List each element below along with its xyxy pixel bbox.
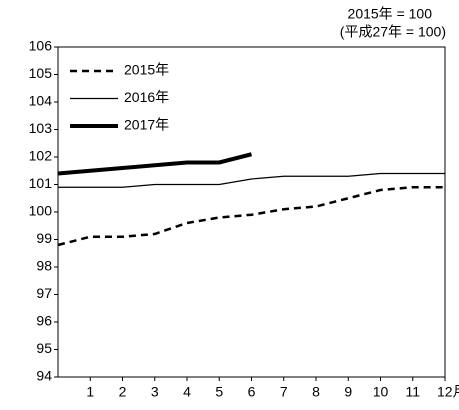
y-tick-label: 106: [29, 38, 53, 54]
y-tick-label: 103: [29, 120, 53, 136]
annotation: 2015年 = 100: [348, 6, 433, 22]
x-tick-label: 8: [312, 384, 320, 400]
y-tick-label: 101: [29, 175, 53, 191]
y-tick-label: 99: [36, 230, 52, 246]
y-tick-label: 105: [29, 65, 53, 81]
x-tick-label: 7: [280, 384, 288, 400]
x-tick-label: 9: [344, 384, 352, 400]
y-tick-label: 95: [36, 340, 52, 356]
x-tick-label: 10: [373, 384, 389, 400]
legend-label: 2015年: [124, 62, 169, 78]
y-tick-label: 104: [29, 93, 53, 109]
x-tick-label: 1: [86, 384, 94, 400]
y-tick-label: 102: [29, 148, 53, 164]
legend-label: 2017年: [124, 117, 169, 133]
series-line: [57, 186, 445, 247]
series-line: [58, 172, 445, 188]
annotation: (平成27年 = 100): [340, 24, 446, 40]
x-tick-label: 11: [405, 384, 420, 400]
x-tick-label: 2: [119, 384, 127, 400]
plot-frame: [57, 46, 446, 378]
x-tick-label: 5: [215, 384, 223, 400]
legend-label: 2016年: [124, 89, 169, 105]
y-tick-label: 97: [36, 285, 52, 301]
x-tick-label: 4: [183, 384, 191, 400]
x-tick-label: 3: [151, 384, 159, 400]
y-tick-label: 98: [36, 258, 52, 274]
series-line: [57, 152, 252, 176]
x-tick-label: 12月: [437, 384, 459, 400]
y-tick-label: 96: [36, 313, 52, 329]
y-tick-label: 100: [29, 203, 53, 219]
y-tick-label: 94: [36, 368, 52, 384]
x-tick-label: 6: [248, 384, 256, 400]
